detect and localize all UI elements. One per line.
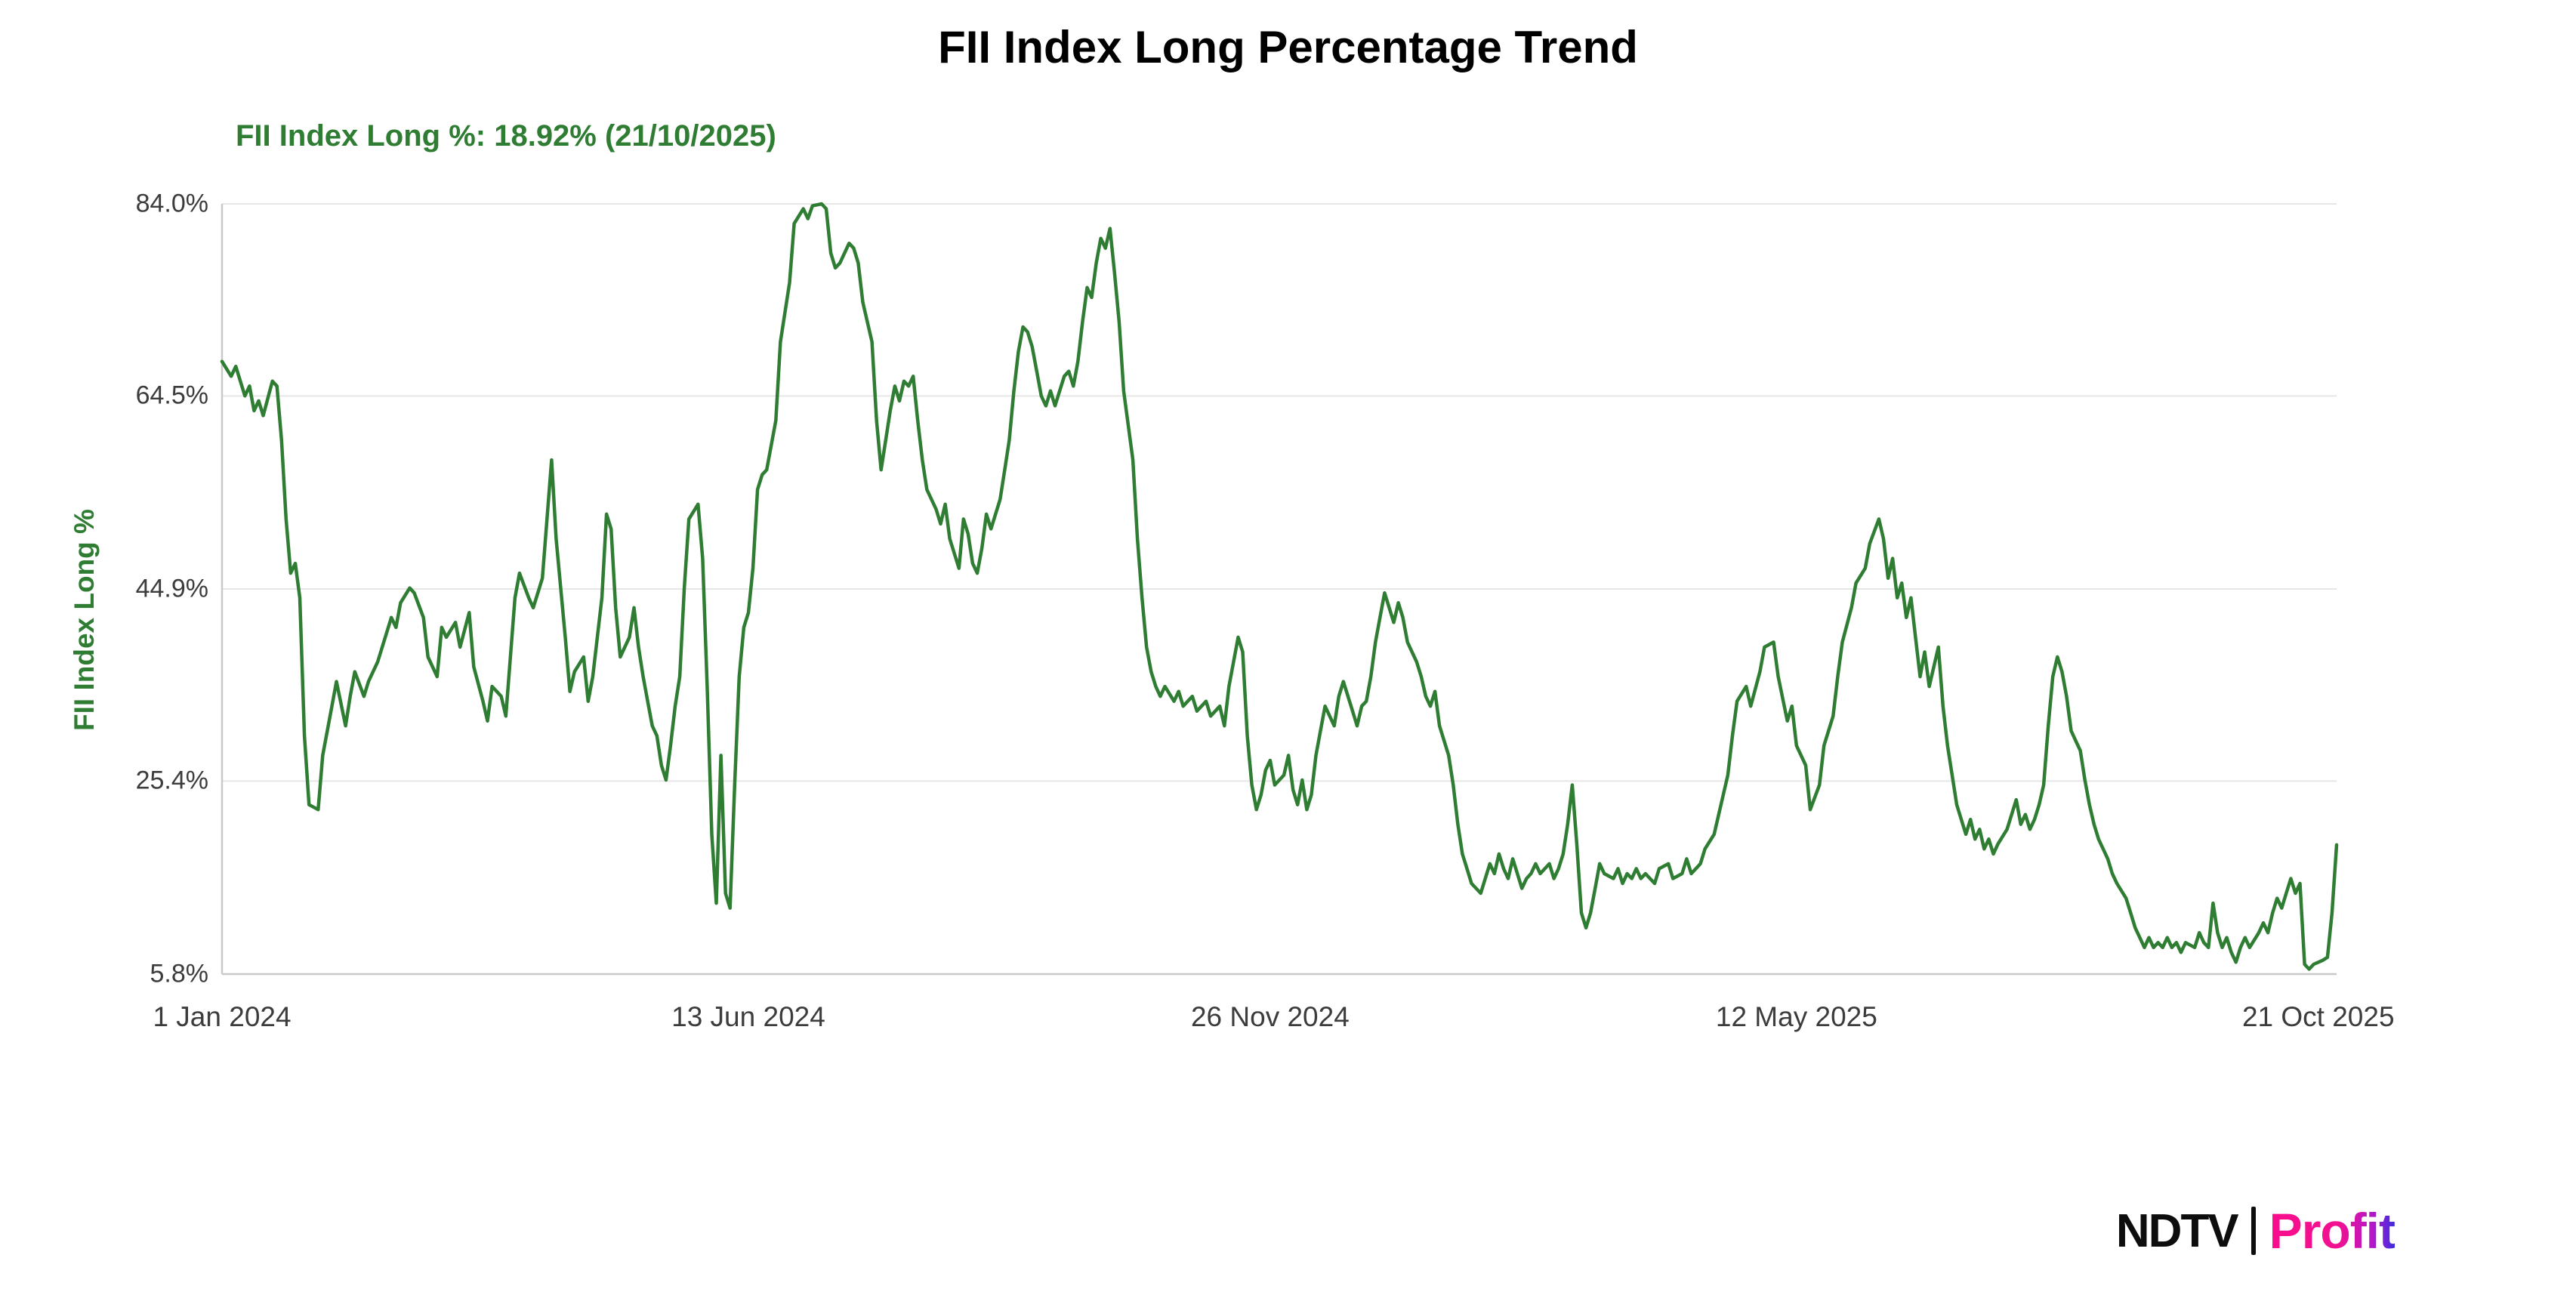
ndtv-profit-logo: NDTV Profit: [2115, 1202, 2396, 1259]
y-tick-label: 44.9%: [135, 574, 208, 603]
plot-area: 84.0% 64.5% 44.9% 25.4% 5.8% 1 Jan 2024 13 Ju…: [136, 190, 2395, 1033]
logo-separator-bar: [2251, 1207, 2256, 1255]
x-tick-label: 21 Oct 2025: [2241, 1001, 2395, 1032]
profit-wordmark: Profit: [2269, 1203, 2396, 1259]
y-tick-label: 84.0%: [135, 189, 208, 218]
x-tick-label: 1 Jan 2024: [153, 1001, 292, 1032]
x-tick-label: 12 May 2025: [1715, 1001, 1877, 1032]
chart-title: FII Index Long Percentage Trend: [938, 22, 1638, 72]
y-tick-label: 64.5%: [135, 381, 208, 410]
x-tick-label: 26 Nov 2024: [1190, 1001, 1350, 1032]
y-tick-label: 5.8%: [150, 959, 209, 988]
plot-svg: [220, 202, 2339, 976]
x-tick-label: 13 Jun 2024: [671, 1001, 825, 1032]
chart-last-value-annotation: FII Index Long %: 18.92% (21/10/2025): [236, 119, 776, 153]
y-axis-title: FII Index Long %: [69, 509, 100, 731]
y-tick-label: 25.4%: [135, 766, 208, 795]
ndtv-wordmark: NDTV: [2115, 1204, 2239, 1257]
